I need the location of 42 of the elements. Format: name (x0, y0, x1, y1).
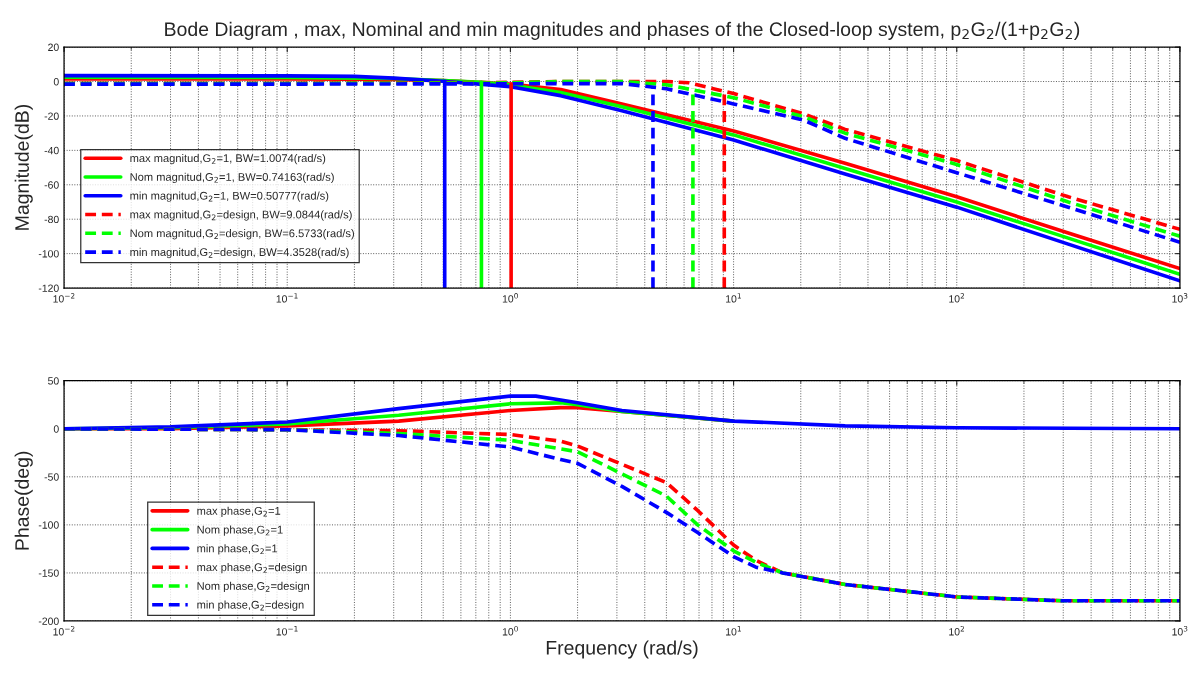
legend-label: Nom magnitud,G$_{2}$=design, BW=6.5733(rad/s) (130, 229, 354, 240)
y-tick-label: 0 (53, 78, 59, 86)
x-tick-label: 10$^{3}$ (1172, 625, 1188, 636)
y-tick-label: -100 (38, 250, 59, 258)
y-tick-label: -40 (44, 146, 59, 155)
y-tick-label: 20 (48, 43, 59, 51)
y-tick-label: 0 (53, 425, 59, 433)
legend-label: min magnitud,G$_{2}$=1, BW=0.50777(rad/s) (130, 191, 329, 202)
legend-label: max magnitud,G$_{2}$=1, BW=1.0074(rad/s) (130, 153, 326, 165)
y-axis-title: Magnitude(dB) (14, 105, 33, 230)
x-tick-label: 10$^{3}$ (1172, 293, 1188, 303)
y-tick-label: -150 (38, 569, 59, 577)
x-tick-label: 10$^{0}$ (502, 625, 518, 636)
legend-label: Nom magnitud,G$_{2}$=1, BW=0.74163(rad/s) (130, 172, 334, 184)
legend-label: Nom phase,G$_{2}$=1 (197, 525, 283, 536)
x-tick-label: 10$^{1}$ (726, 626, 741, 636)
legend-label: Nom phase,G$_{2}$=design (197, 581, 310, 593)
y-tick-label: -20 (44, 112, 59, 120)
chart-title: Bode Diagram , max, Nominal and min magnitudes and phases of the Closed-loop system, p$_{2}$G$_{2}$/(1+p$_{2}$G$_{2}$) (165, 21, 1080, 40)
x-tick-label: 10$^{−1}$ (276, 626, 298, 636)
y-tick-label: -50 (44, 473, 59, 481)
x-tick-label: 10$^{−2}$ (53, 293, 75, 303)
legend-label: max phase,G$_{2}$=1 (197, 506, 281, 517)
x-tick-label: 10$^{0}$ (502, 293, 518, 303)
x-tick-label: 10$^{2}$ (949, 625, 965, 636)
y-tick-label: -120 (38, 284, 59, 292)
legend-label: min magnitud,G$_{2}$=design, BW=4.3528(rad/s) (130, 247, 349, 259)
legend-label: max magnitud,G$_{2}$=design, BW=9.0844(rad/s) (130, 210, 352, 221)
x-tick-label: 10$^{1}$ (726, 293, 741, 303)
y-tick-label: -100 (38, 521, 59, 529)
y-axis-title: Phase(deg) (14, 451, 33, 550)
legend-label: max phase,G$_{2}$=design (197, 562, 307, 574)
x-tick-label: 10$^{2}$ (949, 293, 965, 303)
x-axis-title: Frequency (rad/s) (546, 640, 698, 659)
y-tick-label: -60 (44, 181, 59, 189)
x-tick-label: 10$^{−1}$ (276, 293, 298, 303)
x-tick-label: 10$^{−2}$ (53, 625, 75, 636)
y-tick-label: -80 (44, 215, 59, 224)
y-tick-label: -200 (38, 617, 59, 625)
y-tick-label: 50 (48, 377, 59, 385)
legend-label: min phase,G$_{2}$=1 (197, 544, 278, 555)
legend-label: min phase,G$_{2}$=design (197, 600, 304, 611)
